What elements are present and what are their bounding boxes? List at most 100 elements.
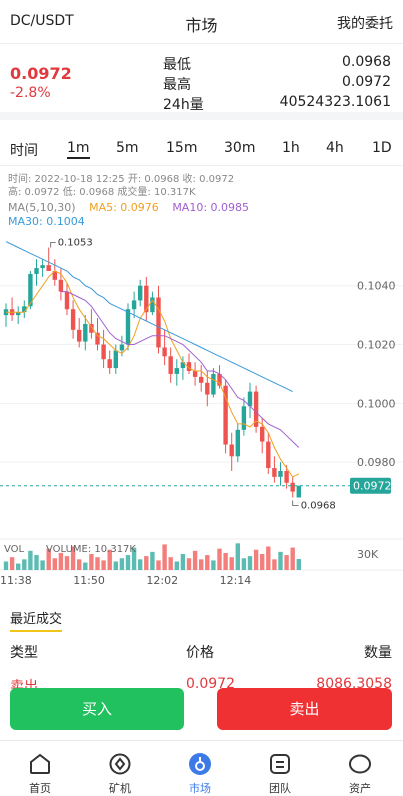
volume-bar xyxy=(211,560,216,570)
candle-body xyxy=(192,371,198,377)
volume-bar xyxy=(9,557,15,570)
volume-bar xyxy=(119,558,125,570)
volume-value-label: VOLUME: 10.317K xyxy=(46,544,136,555)
min-price-label: 0.0968 xyxy=(301,500,336,511)
y-tick-label: 0.1000 xyxy=(357,397,396,410)
assets-icon xyxy=(349,754,371,774)
col-price: 价格 xyxy=(186,645,214,661)
my-orders-link[interactable]: 我的委托 xyxy=(337,16,393,32)
tf-1d[interactable]: 1D xyxy=(372,140,392,156)
x-tick-label: 11:38 xyxy=(0,574,32,587)
candle-body xyxy=(16,312,21,316)
ma-line-ma5 xyxy=(6,270,300,478)
ma-params: MA(5,10,30) xyxy=(8,201,76,214)
tab-assets[interactable]: 资产 xyxy=(320,741,400,796)
buy-button[interactable]: 买入 xyxy=(10,688,184,730)
candle-body xyxy=(229,444,234,457)
candle-body xyxy=(168,356,173,374)
volume-label: VOL xyxy=(4,544,25,555)
candle-body xyxy=(205,382,210,395)
candle-body xyxy=(235,429,240,457)
tab-miner[interactable]: 矿机 xyxy=(80,741,160,796)
high-label: 最高 xyxy=(163,77,191,93)
tab-miner-label: 矿机 xyxy=(109,782,131,795)
y-tick-label: 0.0980 xyxy=(357,456,396,469)
candle-body xyxy=(260,426,265,442)
candle-body xyxy=(174,368,179,374)
page-title: 市场 xyxy=(185,16,218,35)
volume-bar xyxy=(253,549,259,570)
col-qty: 数量 xyxy=(364,645,392,661)
last-price: 0.0972 xyxy=(10,64,72,83)
volume-bar xyxy=(217,548,222,570)
volume-bar xyxy=(241,558,247,570)
candle-body xyxy=(89,323,94,333)
trading-pair[interactable]: DC/USDT xyxy=(10,13,74,29)
max-marker xyxy=(50,242,56,248)
volume-bar xyxy=(192,550,198,570)
tab-home[interactable]: 首页 xyxy=(0,741,80,796)
y-tick-label: 0.1040 xyxy=(357,280,396,293)
volume-bar xyxy=(95,557,100,570)
volume-bar xyxy=(46,548,51,570)
top-header: DC/USDT 市场 我的委托 xyxy=(0,0,403,44)
price-change: -2.8% xyxy=(10,85,51,101)
ticker-panel: 0.0972 -2.8% 最低 0.0968 最高 0.0972 24h量 40… xyxy=(0,44,403,120)
candle-body xyxy=(199,376,204,383)
candle-body xyxy=(28,273,33,307)
candle-body xyxy=(290,482,295,492)
volume-bar xyxy=(156,560,161,570)
ma-line-ma10 xyxy=(60,291,300,448)
tf-1m[interactable]: 1m xyxy=(67,140,90,159)
volume-bar xyxy=(296,559,301,570)
volume-axis-label: 30K xyxy=(357,548,379,561)
candle-body xyxy=(150,297,155,313)
volume-bar xyxy=(89,554,94,570)
volume-24h-label: 24h量 xyxy=(163,97,204,113)
volume-bar xyxy=(113,561,118,570)
tab-home-label: 首页 xyxy=(29,782,51,795)
ma5-value: MA5: 0.0976 xyxy=(89,201,159,214)
tf-4h[interactable]: 4h xyxy=(326,140,344,156)
candle-body xyxy=(113,350,118,369)
volume-bar xyxy=(107,549,112,570)
tf-5m[interactable]: 5m xyxy=(116,140,139,156)
tab-team[interactable]: 团队 xyxy=(240,741,320,796)
tf-30m[interactable]: 30m xyxy=(224,140,256,156)
min-marker xyxy=(292,500,299,506)
volume-bar xyxy=(34,555,39,570)
tab-market[interactable]: 市场 xyxy=(160,741,240,796)
y-tick-label: 0.1020 xyxy=(357,339,396,352)
tf-1h[interactable]: 1h xyxy=(282,140,300,156)
high-value: 0.0972 xyxy=(342,74,391,90)
candle-body xyxy=(180,362,186,369)
candle-body xyxy=(278,471,283,477)
candle-body xyxy=(162,347,167,357)
volume-bar xyxy=(174,561,179,570)
candle-body xyxy=(186,362,192,371)
volume-bar xyxy=(70,546,76,570)
candle-body xyxy=(138,285,143,301)
sell-button[interactable]: 卖出 xyxy=(217,688,392,730)
candle-body xyxy=(70,309,76,330)
volume-bar xyxy=(150,551,155,570)
timeframe-bar: 时间 1m 5m 15m 30m 1h 4h 1D xyxy=(0,130,403,166)
volume-bar xyxy=(28,550,33,570)
candle-body xyxy=(46,265,51,271)
tf-time[interactable]: 时间 xyxy=(10,143,38,159)
max-price-label: 0.1053 xyxy=(58,237,93,248)
recent-trades-title[interactable]: 最近成交 xyxy=(10,608,63,632)
current-price-badge xyxy=(350,477,391,494)
candle-body xyxy=(101,344,106,360)
kline-svg[interactable]: 0.1040 0.1020 0.1000 0.0980 0.1053 0.0968 0.09… xyxy=(0,166,403,590)
volume-bar xyxy=(125,555,131,570)
kline-chart[interactable]: 0.1040 0.1020 0.1000 0.0980 0.1053 0.0968 0.09… xyxy=(0,166,403,590)
candle-body xyxy=(125,309,131,345)
volume-bar xyxy=(247,556,253,570)
tf-15m[interactable]: 15m xyxy=(166,140,198,156)
low-value: 0.0968 xyxy=(342,54,391,70)
low-label: 最低 xyxy=(163,57,191,73)
volume-bar xyxy=(64,556,70,570)
volume-bar xyxy=(235,543,240,570)
volume-bar xyxy=(40,560,45,570)
